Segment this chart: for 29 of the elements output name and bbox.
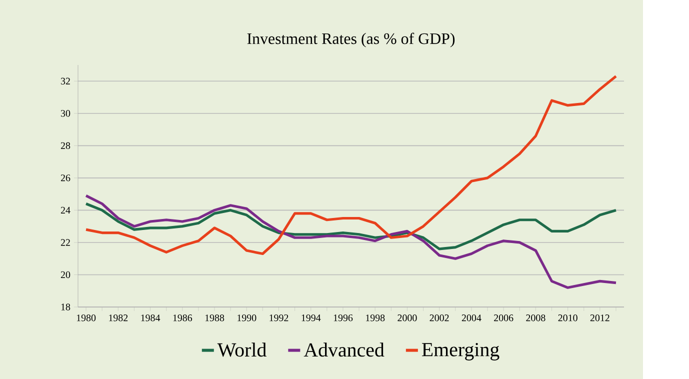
- legend-label: Advanced: [304, 342, 384, 357]
- y-tick-label: 30: [61, 110, 70, 117]
- y-tick-label: 26: [60, 174, 70, 182]
- y-tick-label: 18: [61, 304, 70, 310]
- x-tick-label: 2000: [398, 314, 417, 322]
- y-tick-label: 28: [60, 142, 70, 150]
- y-tick-label: 20: [60, 271, 70, 278]
- x-tick-label: 2008: [526, 314, 546, 322]
- x-tick-label: 1982: [109, 314, 128, 322]
- x-tick-label: 2002: [430, 314, 449, 322]
- x-tick-label: 1986: [173, 314, 192, 322]
- x-tick-label: 1984: [141, 314, 160, 322]
- y-tick-label: 32: [61, 78, 70, 84]
- legend-label: World: [217, 342, 266, 357]
- x-tick-label: 1996: [334, 314, 353, 322]
- x-tick-label: 1990: [238, 314, 256, 322]
- x-tick-label: 2010: [558, 314, 578, 322]
- y-tick-label: 22: [60, 239, 70, 246]
- x-tick-label: 2004: [462, 314, 482, 322]
- x-tick-label: 1994: [302, 314, 321, 322]
- legend-label: Emerging: [422, 342, 500, 360]
- chart-title: Investment Rates (as % of GDP): [247, 32, 455, 48]
- x-tick-label: 2006: [494, 314, 514, 322]
- x-tick-label: 1988: [205, 314, 224, 322]
- x-tick-label: 2012: [590, 314, 610, 322]
- x-tick-label: 1992: [270, 314, 288, 322]
- x-tick-label: 1980: [76, 314, 96, 322]
- y-tick-label: 24: [60, 206, 70, 214]
- x-tick-label: 1998: [366, 314, 385, 322]
